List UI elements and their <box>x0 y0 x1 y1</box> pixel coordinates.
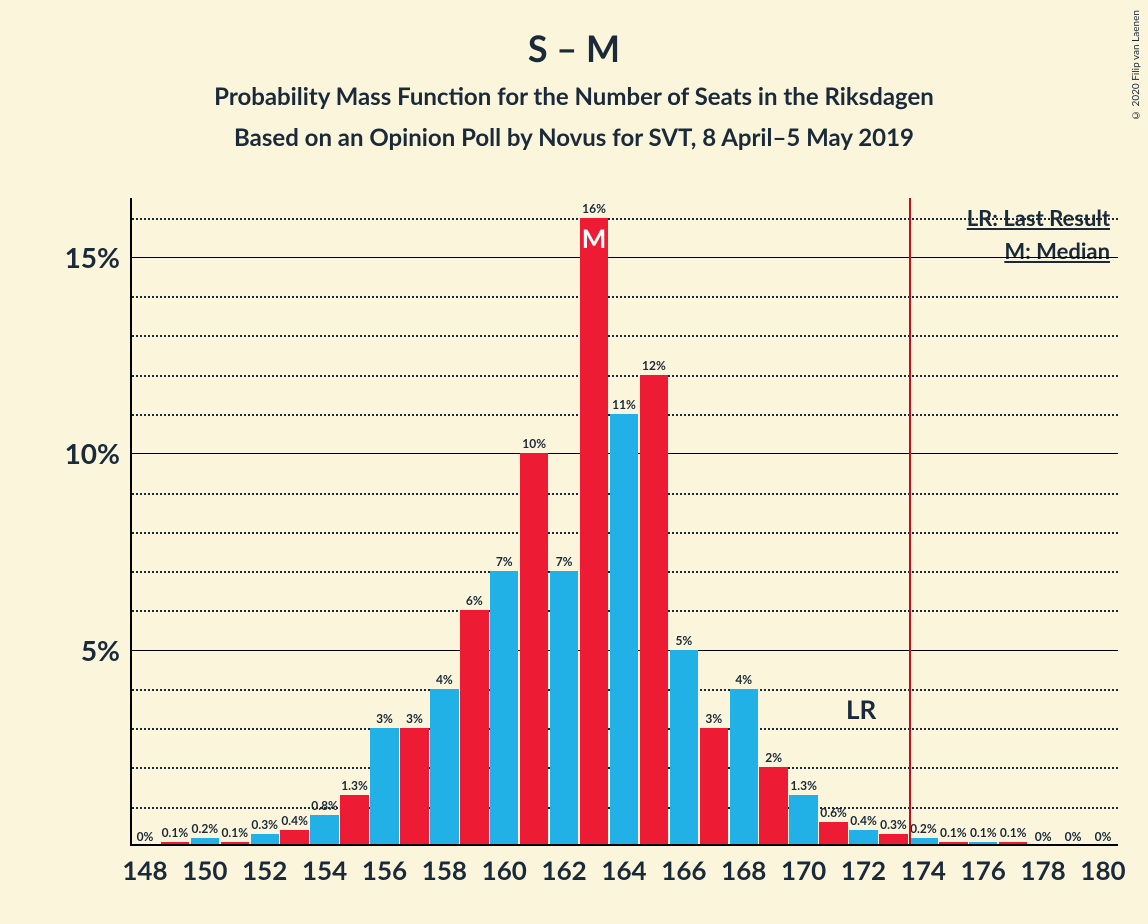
bar-value-label: 3% <box>705 711 722 726</box>
x-tick-label: 152 <box>242 854 287 886</box>
bar <box>550 571 578 846</box>
x-tick-label: 148 <box>122 854 167 886</box>
median-marker: M <box>582 222 607 254</box>
bar <box>730 689 758 846</box>
bar-value-label: 4% <box>735 672 752 687</box>
bar-value-label: 1.3% <box>341 778 368 793</box>
bar <box>430 689 458 846</box>
last-result-line <box>909 198 911 846</box>
plot-area: LR: Last Result M: Median 5%10%15%0%1480… <box>130 198 1118 846</box>
bar <box>610 414 638 846</box>
bar <box>340 795 368 846</box>
bar-value-label: 0.1% <box>1000 825 1027 840</box>
bar-value-label: 0.4% <box>850 813 877 828</box>
grid-major <box>132 257 1118 258</box>
x-tick-label: 158 <box>422 854 467 886</box>
bar <box>759 767 787 846</box>
bar <box>580 218 608 846</box>
bar <box>520 453 548 846</box>
grid-minor <box>132 218 1118 220</box>
grid-minor <box>132 375 1118 377</box>
x-tick-label: 168 <box>721 854 766 886</box>
y-axis <box>130 198 132 846</box>
bar-value-label: 3% <box>376 711 393 726</box>
bar-value-label: 0% <box>1065 829 1082 844</box>
bar-value-label: 0.6% <box>820 805 847 820</box>
chart-subtitle-1: Probability Mass Function for the Number… <box>0 82 1148 111</box>
bar <box>490 571 518 846</box>
chart-title: S – M <box>0 26 1148 70</box>
x-tick-label: 160 <box>482 854 527 886</box>
bar-value-label: 0.4% <box>281 813 308 828</box>
bar-value-label: 6% <box>466 593 483 608</box>
bar <box>789 795 817 846</box>
x-tick-label: 166 <box>661 854 706 886</box>
bar <box>310 815 338 846</box>
bar-value-label: 12% <box>642 358 666 373</box>
x-axis <box>130 844 1118 846</box>
y-tick-label: 15% <box>40 240 120 274</box>
x-tick-label: 172 <box>841 854 886 886</box>
bar-value-label: 0.2% <box>192 821 219 836</box>
x-tick-label: 180 <box>1080 854 1125 886</box>
bar-value-label: 2% <box>765 750 782 765</box>
last-result-label: LR <box>846 693 876 725</box>
bar <box>819 822 847 846</box>
bar-value-label: 3% <box>406 711 423 726</box>
bar-value-label: 0.1% <box>940 825 967 840</box>
bar-value-label: 0% <box>1035 829 1052 844</box>
title-block: S – M Probability Mass Function for the … <box>0 26 1148 152</box>
x-tick-label: 156 <box>362 854 407 886</box>
x-tick-label: 178 <box>1021 854 1066 886</box>
y-tick-label: 5% <box>40 633 120 667</box>
bar-value-label: 0% <box>137 829 154 844</box>
bar-value-label: 1.3% <box>790 778 817 793</box>
y-tick-label: 10% <box>40 436 120 470</box>
bar-value-label: 0% <box>1095 829 1112 844</box>
chart-subtitle-2: Based on an Opinion Poll by Novus for SV… <box>0 123 1148 152</box>
bar-value-label: 0.1% <box>162 825 189 840</box>
x-tick-label: 176 <box>961 854 1006 886</box>
bar-value-label: 11% <box>612 397 636 412</box>
bar-value-label: 0.8% <box>311 798 338 813</box>
legend-m: M: Median <box>967 237 1110 264</box>
bar-value-label: 7% <box>556 554 573 569</box>
bar-value-label: 7% <box>496 554 513 569</box>
x-tick-label: 154 <box>302 854 347 886</box>
bar-value-label: 0.3% <box>251 817 278 832</box>
x-tick-label: 174 <box>901 854 946 886</box>
bar <box>370 728 398 846</box>
bar-value-label: 0.1% <box>970 825 997 840</box>
bar-value-label: 0.2% <box>910 821 937 836</box>
bar <box>400 728 428 846</box>
bar-value-label: 5% <box>675 633 692 648</box>
bar-value-label: 10% <box>522 436 546 451</box>
bar-value-label: 0.1% <box>221 825 248 840</box>
x-tick-label: 150 <box>182 854 227 886</box>
chart-canvas: © 2020 Filip van Laenen S – M Probabilit… <box>0 0 1148 924</box>
grid-minor <box>132 335 1118 337</box>
bar-value-label: 4% <box>436 672 453 687</box>
legend: LR: Last Result M: Median <box>967 204 1110 270</box>
bar <box>670 650 698 846</box>
x-tick-label: 164 <box>601 854 646 886</box>
bar <box>700 728 728 846</box>
bar-value-label: 0.3% <box>880 817 907 832</box>
bar <box>460 610 488 846</box>
x-tick-label: 162 <box>541 854 586 886</box>
bar <box>640 375 668 846</box>
grid-minor <box>132 296 1118 298</box>
x-tick-label: 170 <box>781 854 826 886</box>
bar-value-label: 16% <box>582 201 606 216</box>
